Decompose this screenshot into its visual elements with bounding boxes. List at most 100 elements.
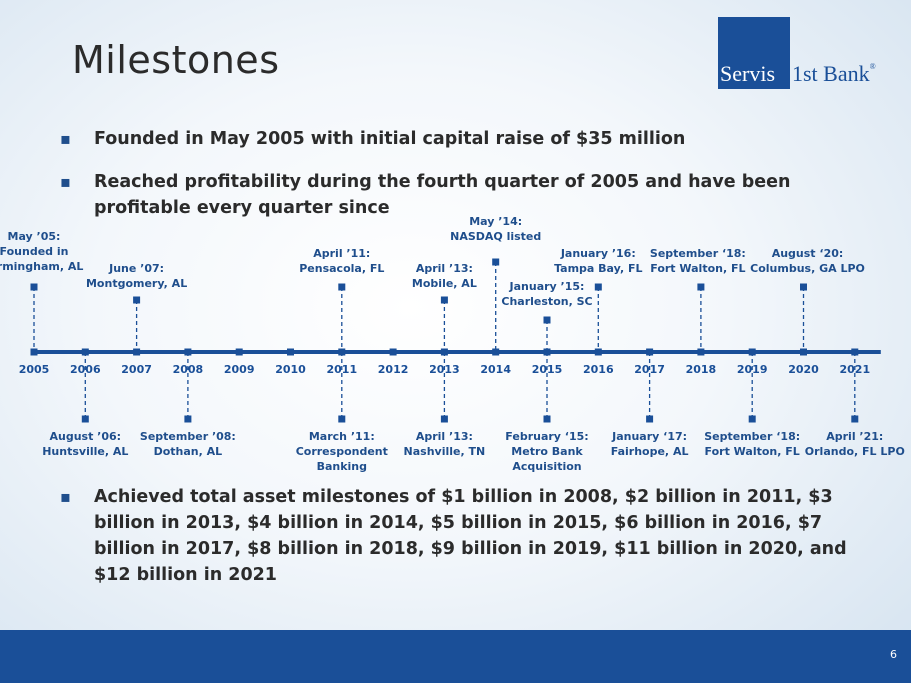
year-tick-label: 2018 bbox=[686, 363, 717, 376]
milestone-label-line: Pensacola, FL bbox=[299, 262, 385, 275]
milestone-label-below: February ‘15: Metro Bank Acquisition bbox=[487, 429, 607, 474]
milestone-label-line: Birmingham, AL bbox=[0, 260, 84, 273]
milestone-label-above: January ’15: Charleston, SC bbox=[487, 279, 607, 309]
bullet-founded: Founded in May 2005 with initial capital… bbox=[60, 126, 874, 152]
milestone-label-line: Founded in bbox=[0, 245, 69, 258]
milestone-label-line: January ’15: bbox=[509, 280, 585, 293]
milestone-label-line: Orlando, FL LPO bbox=[804, 445, 905, 458]
year-tick-label: 2020 bbox=[788, 363, 819, 376]
year-tick-mark bbox=[697, 348, 705, 356]
milestone-label-below: March ’11: Correspondent Banking bbox=[282, 429, 402, 474]
year-tick-label: 2006 bbox=[70, 363, 101, 376]
page-title: Milestones bbox=[72, 38, 280, 82]
milestone-label-line: Fort Walton, FL bbox=[650, 262, 746, 275]
milestone-label-line: September ‘18: bbox=[704, 430, 801, 443]
logo-secondary-text: 1st Bank® bbox=[792, 61, 876, 86]
year-tick-label: 2008 bbox=[173, 363, 204, 376]
year-tick-label: 2019 bbox=[737, 363, 768, 376]
milestone-marker bbox=[748, 415, 756, 423]
milestone-label-line: NASDAQ listed bbox=[450, 230, 542, 243]
milestone-marker bbox=[133, 296, 141, 304]
milestone-label-line: January ’16: bbox=[560, 247, 636, 260]
milestone-marker bbox=[440, 296, 448, 304]
milestone-marker bbox=[646, 415, 654, 423]
milestone-label-line: Nashville, TN bbox=[403, 445, 486, 458]
milestone-label-line: Fairhope, AL bbox=[610, 445, 689, 458]
milestone-label-line: January ‘17: bbox=[612, 430, 688, 443]
milestone-marker bbox=[851, 415, 859, 423]
logo-primary-text: Servis bbox=[720, 61, 775, 86]
milestone-marker bbox=[594, 283, 602, 291]
year-tick-mark bbox=[389, 348, 397, 356]
year-tick-label: 2017 bbox=[634, 363, 665, 376]
milestone-marker bbox=[492, 258, 500, 266]
milestone-marker bbox=[543, 415, 551, 423]
year-tick-mark bbox=[800, 348, 807, 356]
milestone-label-line: April ’21: bbox=[826, 430, 884, 443]
page-number: 6 bbox=[890, 648, 897, 661]
milestone-label-line: September ‘18: bbox=[649, 247, 746, 260]
year-tick-label: 2005 bbox=[19, 363, 50, 376]
milestone-label-line: Dothan, AL bbox=[153, 445, 223, 458]
year-tick-mark bbox=[30, 348, 38, 356]
milestone-label-below: January ‘17: Fairhope, AL bbox=[590, 429, 710, 459]
company-logo: Servis 1st Bank® bbox=[718, 17, 893, 89]
milestone-marker bbox=[543, 316, 551, 324]
milestone-label-above: January ’16: Tampa Bay, FL bbox=[538, 246, 658, 276]
year-tick-mark bbox=[851, 348, 859, 356]
milestone-marker bbox=[184, 415, 192, 423]
milestone-label-line: Charleston, SC bbox=[501, 295, 593, 308]
year-tick-mark bbox=[748, 348, 756, 356]
milestone-label-line: Acquisition bbox=[512, 460, 582, 473]
milestone-label-below: August ’06: Huntsville, AL bbox=[25, 429, 145, 459]
logo-box bbox=[718, 17, 790, 89]
year-tick-label: 2012 bbox=[378, 363, 409, 376]
year-tick-mark bbox=[594, 348, 602, 356]
milestone-marker bbox=[81, 415, 89, 423]
milestone-label-line: Fort Walton, FL bbox=[704, 445, 800, 458]
milestone-label-line: Tampa Bay, FL bbox=[554, 262, 643, 275]
bullet-profitability: Reached profitability during the fourth … bbox=[60, 169, 874, 221]
year-tick-label: 2021 bbox=[839, 363, 870, 376]
year-tick-label: 2013 bbox=[429, 363, 460, 376]
year-tick-mark bbox=[646, 348, 654, 356]
milestone-label-above: June ’07: Montgomery, AL bbox=[77, 261, 197, 291]
milestone-label-line: March ’11: bbox=[308, 430, 375, 443]
year-tick-mark bbox=[492, 348, 500, 356]
footer-bar: 6 bbox=[0, 630, 911, 683]
milestone-marker bbox=[30, 283, 38, 291]
milestone-label-line: Correspondent bbox=[295, 445, 388, 458]
milestone-label-line: May ’14: bbox=[469, 215, 523, 228]
milestone-label-below: April ’21: Orlando, FL LPO bbox=[795, 429, 911, 459]
year-tick-label: 2011 bbox=[326, 363, 357, 376]
milestone-label-line: June ’07: bbox=[109, 262, 165, 275]
year-tick-label: 2014 bbox=[480, 363, 511, 376]
milestone-label-above: September ‘18: Fort Walton, FL bbox=[638, 246, 758, 276]
year-tick-label: 2007 bbox=[121, 363, 152, 376]
milestone-label-below: September ’08: Dothan, AL bbox=[128, 429, 248, 459]
milestone-label-line: May ’05: bbox=[7, 230, 61, 243]
milestone-label-line: Montgomery, AL bbox=[85, 277, 188, 290]
milestone-marker bbox=[800, 283, 807, 291]
year-tick-mark bbox=[287, 348, 294, 356]
milestone-marker bbox=[338, 283, 346, 291]
milestone-label-line: Banking bbox=[316, 460, 368, 473]
milestone-label-below: April ’13: Nashville, TN bbox=[384, 429, 504, 459]
milestone-label-line: Metro Bank bbox=[511, 445, 583, 458]
milestone-marker bbox=[338, 415, 346, 423]
milestone-label-above: April ’11: Pensacola, FL bbox=[282, 246, 402, 276]
milestone-label-above: August ‘20: Columbus, GA LPO bbox=[748, 246, 868, 276]
milestone-marker bbox=[440, 415, 448, 423]
year-tick-label: 2016 bbox=[583, 363, 614, 376]
milestone-label-line: August ‘20: bbox=[771, 247, 844, 260]
year-tick-label: 2010 bbox=[275, 363, 306, 376]
milestone-label-above: May ’05: Founded in Birmingham, AL bbox=[0, 229, 94, 274]
year-tick-mark bbox=[543, 348, 551, 356]
year-tick-label: 2015 bbox=[532, 363, 563, 376]
milestone-label-line: April ’13: bbox=[415, 430, 473, 443]
milestone-label-line: August ’06: bbox=[49, 430, 122, 443]
milestone-label-line: February ‘15: bbox=[505, 430, 589, 443]
milestone-label-above: April ’13: Mobile, AL bbox=[384, 261, 504, 291]
year-tick-mark bbox=[235, 348, 243, 356]
